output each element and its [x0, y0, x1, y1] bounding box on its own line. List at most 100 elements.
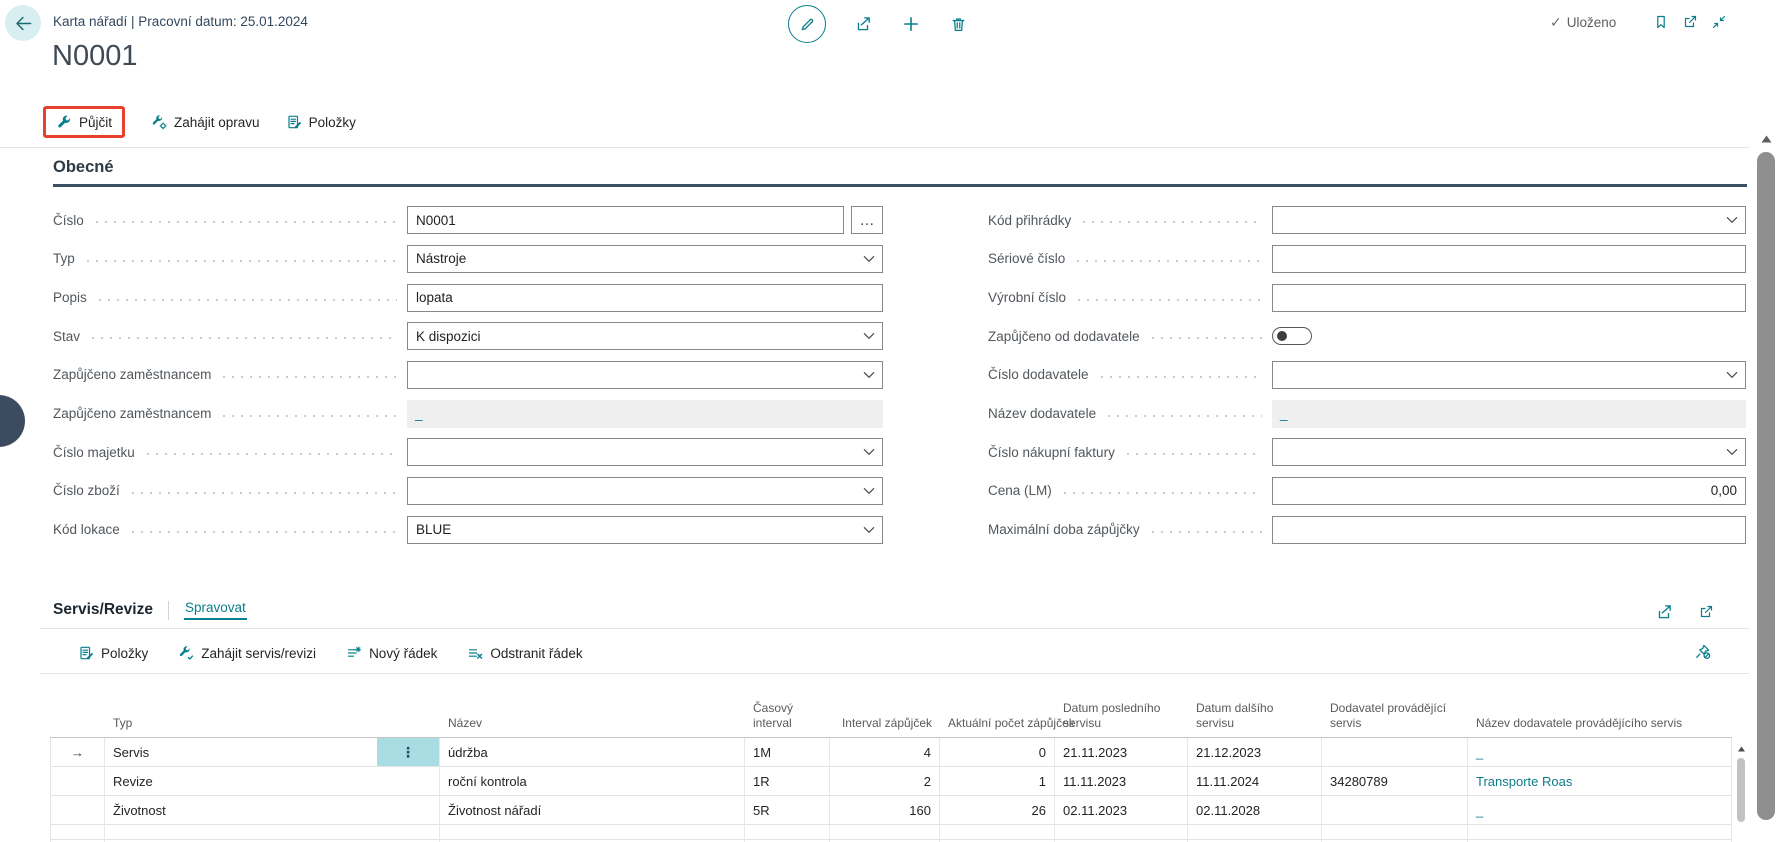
delete-button[interactable] [948, 14, 969, 35]
row-context-menu-button[interactable]: ⋮ [377, 738, 439, 766]
table-cell[interactable] [745, 840, 830, 842]
table-cell[interactable]: 5R [745, 796, 830, 825]
column-header[interactable]: Název dodavatele provádějícího servis [1476, 716, 1683, 730]
table-cell[interactable]: 4 [830, 738, 940, 767]
table-cell[interactable] [1322, 796, 1468, 825]
column-header[interactable]: Dodavatel provádějící servis [1330, 701, 1447, 730]
table-cell[interactable]: Servis ⋮ [105, 738, 440, 767]
column-header[interactable]: Interval zápůjček [841, 716, 932, 730]
unpin-button[interactable] [1692, 641, 1713, 662]
table-cell[interactable] [1055, 825, 1188, 840]
share-button[interactable] [852, 13, 874, 35]
zapujceno-od-dodavatele-toggle[interactable] [1272, 327, 1312, 346]
kod-lokace-field[interactable]: BLUE [407, 515, 883, 544]
table-cell[interactable] [1188, 840, 1322, 842]
table-cell[interactable] [940, 840, 1055, 842]
table-cell[interactable]: 1 [940, 767, 1055, 796]
kod-prihradky-field[interactable] [1272, 206, 1746, 235]
table-cell[interactable]: údržba [440, 738, 745, 767]
table-cell[interactable] [105, 840, 440, 842]
breadcrumb[interactable]: Karta nářadí | Pracovní datum: 25.01.202… [53, 14, 308, 29]
cislo-dodavatele-field[interactable] [1272, 360, 1746, 389]
table-cell[interactable]: _ [1468, 738, 1732, 767]
table-cell[interactable]: Revize [105, 767, 440, 796]
bookmark-button[interactable] [1651, 12, 1671, 32]
tab-spravovat[interactable]: Spravovat [183, 600, 247, 620]
table-cell[interactable] [440, 840, 745, 842]
column-header[interactable]: Časový interval [753, 701, 794, 730]
table-cell[interactable]: Životnost [105, 796, 440, 825]
table-cell[interactable] [1055, 840, 1188, 842]
column-header[interactable]: Aktuální počet zápůjček [948, 716, 1075, 730]
table-cell[interactable]: 02.11.2028 [1188, 796, 1322, 825]
table-row[interactable] [50, 825, 1732, 840]
column-header[interactable]: Typ [113, 716, 133, 730]
table-cell[interactable] [940, 825, 1055, 840]
table-row[interactable]: Revize roční kontrola 1R 2 1 11.11.2023 11.11.… [50, 767, 1732, 796]
table-cell[interactable]: 21.12.2023 [1188, 738, 1322, 767]
action-novy-radek[interactable]: Nový řádek [346, 645, 437, 661]
table-cell[interactable]: 11.11.2024 [1188, 767, 1322, 796]
table-scrollbar[interactable] [1734, 742, 1748, 842]
column-header[interactable]: Datum dalšího servisu [1196, 701, 1274, 730]
table-cell[interactable]: 1M [745, 738, 830, 767]
table-row[interactable]: Životnost Životnost nářadí 5R 160 26 02.11.20… [50, 796, 1732, 825]
typ-field[interactable]: Nástroje [407, 244, 883, 273]
stav-field[interactable]: K dispozici [407, 322, 883, 351]
table-cell[interactable] [1322, 825, 1468, 840]
add-button[interactable] [900, 13, 922, 35]
table-cell[interactable]: 34280789 [1322, 767, 1468, 796]
edit-button[interactable] [788, 5, 826, 43]
action-odstranit-radek[interactable]: Odstranit řádek [467, 645, 583, 661]
cislo-zbozi-field[interactable] [407, 476, 883, 505]
table-cell[interactable]: 160 [830, 796, 940, 825]
table-cell[interactable]: 11.11.2023 [1055, 767, 1188, 796]
part-title[interactable]: Servis/Revize [53, 601, 153, 618]
cislo-assist-edit-button[interactable]: … [851, 206, 883, 235]
table-cell[interactable]: _ [1468, 796, 1732, 825]
minimize-button[interactable] [1709, 12, 1729, 32]
cislo-nakupni-faktury-field[interactable] [1272, 438, 1746, 467]
table-cell[interactable] [830, 840, 940, 842]
column-header[interactable]: Datum posledního servisu [1063, 701, 1161, 730]
table-row[interactable] [50, 840, 1732, 842]
cislo-field[interactable]: N0001 [407, 206, 844, 235]
table-cell[interactable]: 02.11.2023 [1055, 796, 1188, 825]
seriove-cislo-field[interactable] [1272, 244, 1746, 273]
column-header[interactable]: Název [448, 716, 483, 730]
table-cell[interactable]: 2 [830, 767, 940, 796]
table-cell[interactable] [1188, 825, 1322, 840]
action-zahajit-opravu[interactable]: Zahájit opravu [151, 114, 260, 130]
table-cell[interactable]: Transporte Roas [1468, 767, 1732, 796]
popis-field[interactable]: lopata [407, 283, 883, 312]
side-panel-handle[interactable] [0, 395, 25, 447]
table-cell[interactable] [1322, 738, 1468, 767]
table-scrollbar-thumb[interactable] [1737, 758, 1745, 822]
maximalni-doba-zapujcky-field[interactable] [1272, 515, 1746, 544]
cena-lm-field[interactable]: 0,00 [1272, 476, 1746, 505]
table-cell[interactable]: roční kontrola [440, 767, 745, 796]
page-scrollbar-thumb[interactable] [1757, 152, 1775, 820]
table-cell[interactable] [1468, 840, 1732, 842]
action-polozky[interactable]: Položky [286, 114, 356, 130]
action-pujcit[interactable]: Půjčit [43, 106, 126, 138]
table-cell[interactable] [1468, 825, 1732, 840]
table-row[interactable]: → Servis ⋮ údržba 1M 4 0 21.11.2023 21.12.2023 _ [50, 738, 1732, 767]
part-share-button[interactable] [1653, 601, 1675, 623]
table-cell[interactable]: Životnost nářadí [440, 796, 745, 825]
section-heading-general[interactable]: Obecné [53, 158, 114, 176]
table-cell[interactable] [440, 825, 745, 840]
table-cell[interactable]: 21.11.2023 [1055, 738, 1188, 767]
action-polozky-radku[interactable]: Položky [78, 645, 148, 661]
table-cell[interactable] [105, 825, 440, 840]
table-cell[interactable]: 0 [940, 738, 1055, 767]
zapujceno-zamestnancem-field[interactable] [407, 360, 883, 389]
table-cell[interactable] [1322, 840, 1468, 842]
table-cell[interactable] [745, 825, 830, 840]
back-button[interactable] [5, 5, 41, 41]
page-scrollbar[interactable] [1752, 128, 1781, 842]
table-cell[interactable]: 26 [940, 796, 1055, 825]
cislo-majetku-field[interactable] [407, 438, 883, 467]
vyrobni-cislo-field[interactable] [1272, 283, 1746, 312]
part-popout-button[interactable] [1696, 601, 1716, 623]
